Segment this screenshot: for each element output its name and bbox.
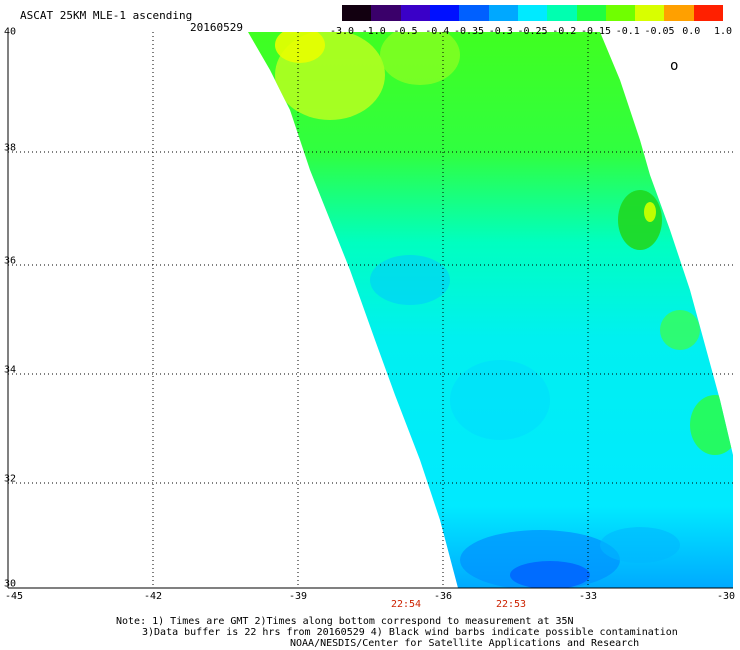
colorbar-label: -3.0 (329, 26, 355, 37)
x-tick-label: -45 (4, 591, 24, 602)
x-tick-label: -42 (143, 591, 163, 602)
axes (7, 32, 733, 589)
colorbar-label: -0.35 (453, 26, 485, 37)
y-tick-label: 40 (4, 26, 17, 38)
gridlines (8, 32, 733, 588)
y-tick-label: 30 (4, 578, 17, 590)
colorbar-label: -0.5 (393, 26, 418, 37)
map-title: ASCAT 25KM MLE-1 ascending (20, 9, 193, 22)
colorbar-label: -0.15 (580, 26, 612, 37)
colorbar-swatch (400, 5, 430, 21)
swath-data (248, 32, 733, 588)
y-tick-label: 32 (4, 473, 17, 485)
y-tick-label: 34 (4, 364, 17, 376)
colorbar-swatch (547, 5, 577, 21)
colorbar-label: -0.05 (644, 26, 675, 37)
x-tick-label: -36 (433, 591, 453, 602)
y-tick-label: 36 (4, 255, 17, 267)
colorbar-swatch (635, 5, 665, 21)
colorbar-label: 0.0 (682, 26, 701, 37)
time-label: 22:53 (495, 599, 527, 610)
colorbar-swatch (459, 5, 489, 21)
colorbar-label: -1.0 (361, 26, 386, 37)
colorbar-label: -0.1 (615, 26, 640, 37)
colorbar-label: -0.25 (517, 26, 548, 37)
colorbar-swatch (576, 5, 606, 21)
colorbar-swatch (693, 5, 724, 21)
note-line-3: NOAA/NESDIS/Center for Satellite Applica… (290, 638, 640, 649)
colorbar-label: 1.0 (713, 26, 733, 37)
map-date: 20160529 (190, 21, 243, 34)
note-line-1: Note: 1) Times are GMT 2)Times along bot… (116, 616, 574, 627)
colorbar-swatch (371, 5, 401, 21)
colorbar-swatch (429, 5, 460, 21)
note-line-2: 3)Data buffer is 22 hrs from 20160529 4)… (142, 627, 678, 638)
colorbar-label: -0.4 (425, 26, 450, 37)
colorbar-swatch (605, 5, 636, 21)
colorbar-swatch (488, 5, 518, 21)
time-label: 22:54 (390, 599, 422, 610)
x-tick-label: -30 (716, 591, 736, 602)
x-tick-label: -33 (578, 591, 598, 602)
colorbar-swatch (664, 5, 694, 21)
colorbar-label: -0.3 (488, 26, 513, 37)
marker-symbol: o (670, 58, 679, 74)
colorbar-swatch (517, 5, 548, 21)
colorbar-swatch (342, 5, 372, 21)
colorbar-label: -0.2 (552, 26, 577, 37)
x-tick-label: -39 (288, 591, 308, 602)
colorbar (342, 5, 724, 21)
y-tick-label: 38 (4, 142, 17, 154)
